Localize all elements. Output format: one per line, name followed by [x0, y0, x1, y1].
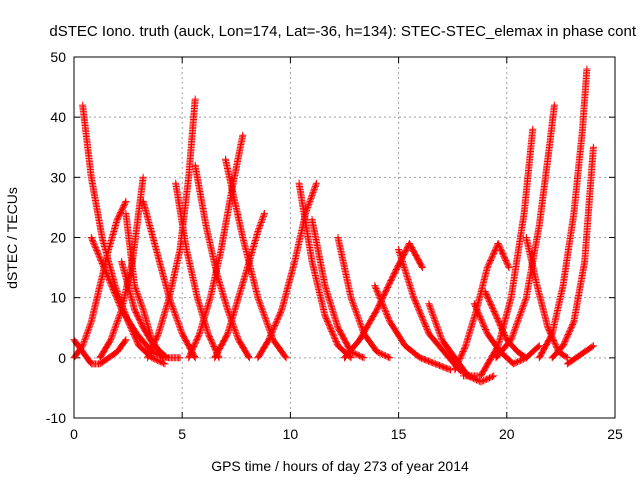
series-markers: [460, 125, 537, 380]
data-series: [295, 179, 355, 362]
y-tick-label: 20: [50, 230, 66, 246]
x-axis-label: GPS time / hours of day 273 of year 2014: [211, 458, 469, 474]
data-series: [185, 131, 247, 362]
data-series: [548, 143, 597, 362]
x-tick-label: 25: [607, 426, 623, 442]
y-tick-label: 50: [50, 49, 66, 65]
series-markers: [535, 65, 591, 362]
series-markers: [139, 197, 199, 362]
data-series: [535, 65, 591, 362]
series-markers: [222, 155, 290, 362]
y-tick-label: 0: [58, 350, 66, 366]
x-tick-label: 5: [178, 426, 186, 442]
data-series: [70, 336, 130, 368]
y-tick-labels: -10 0 10 20 30 40 50: [46, 49, 66, 426]
y-tick-label: -10: [46, 410, 66, 426]
x-tick-labels: 0 5 10 15 20 25: [70, 426, 623, 442]
plot-markers: [70, 65, 597, 386]
series-markers: [295, 179, 355, 362]
data-series: [563, 342, 597, 368]
x-tick-label: 15: [391, 426, 407, 442]
data-series: [451, 240, 513, 374]
series-markers: [425, 300, 498, 386]
chart-title: dSTEC Iono. truth (auck, Lon=174, Lat=-3…: [49, 23, 636, 40]
plot-frame: [73, 56, 616, 419]
data-series: [254, 179, 320, 362]
series-markers: [334, 234, 394, 362]
data-series: [222, 155, 290, 362]
data-series: [334, 234, 394, 362]
series-markers: [563, 342, 597, 368]
data-series: [371, 282, 454, 374]
series-markers: [492, 101, 558, 362]
data-series: [139, 197, 199, 362]
series-markers: [70, 336, 130, 368]
y-axis-label: dSTEC / TECUs: [4, 187, 20, 289]
y-tick-label: 30: [50, 169, 66, 185]
series-markers: [254, 179, 320, 362]
y-tick-label: 40: [50, 109, 66, 125]
series-markers: [185, 131, 247, 362]
x-tick-label: 10: [283, 426, 299, 442]
data-series: [460, 125, 537, 380]
x-tick-label: 0: [70, 426, 78, 442]
x-tick-label: 20: [499, 426, 515, 442]
series-markers: [371, 282, 454, 374]
data-series: [492, 101, 558, 362]
series-markers: [548, 143, 597, 362]
y-tick-label: 10: [50, 290, 66, 306]
series-markers: [451, 240, 513, 374]
data-series: [425, 300, 498, 386]
